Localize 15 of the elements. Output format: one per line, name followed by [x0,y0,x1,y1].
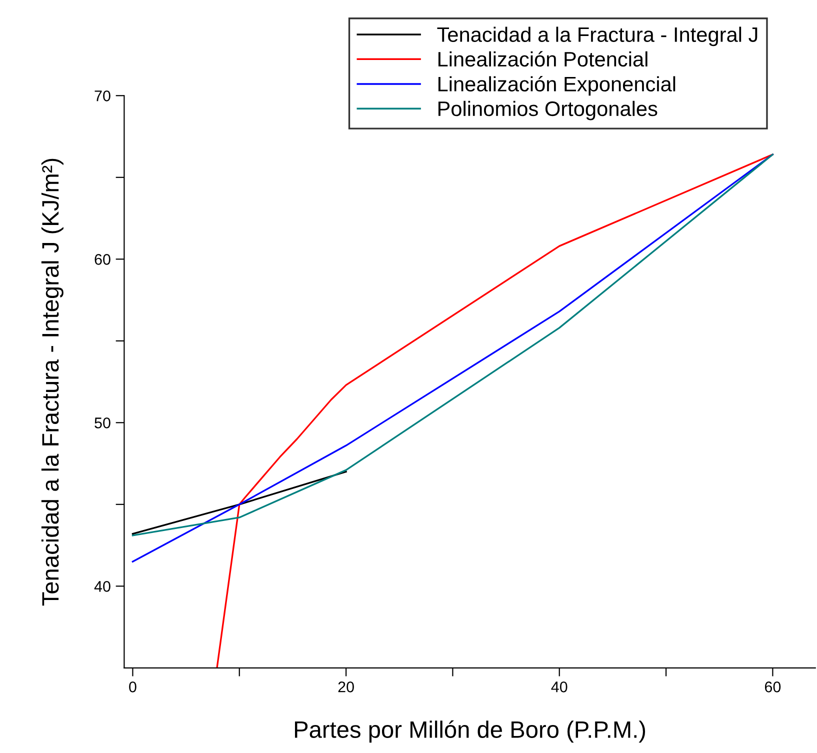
legend-label: Polinomios Ortogonales [438,100,658,120]
legend-label: Linealización Exponencial [438,76,676,96]
x-axis-title: Partes por Millón de Boro (P.P.M.) [294,720,646,743]
x-tick-label: 20 [338,682,354,692]
x-tick-label: 0 [129,682,136,692]
y-tick-label: 40 [94,581,110,592]
y-tick-label: 60 [94,254,110,265]
x-tick-label: 60 [764,682,781,692]
line-series [216,154,774,668]
y-axis-title: Tenacidad a la Fractura - Integral J (KJ/m²) [41,158,64,606]
x-tick-label: 40 [551,682,568,692]
legend-label: Linealización Potencial [438,51,648,67]
legend-label: Tenacidad a la Fractura - Integral J [437,26,758,46]
y-tick-label: 50 [94,418,110,428]
y-tick-label: 70 [94,90,110,102]
